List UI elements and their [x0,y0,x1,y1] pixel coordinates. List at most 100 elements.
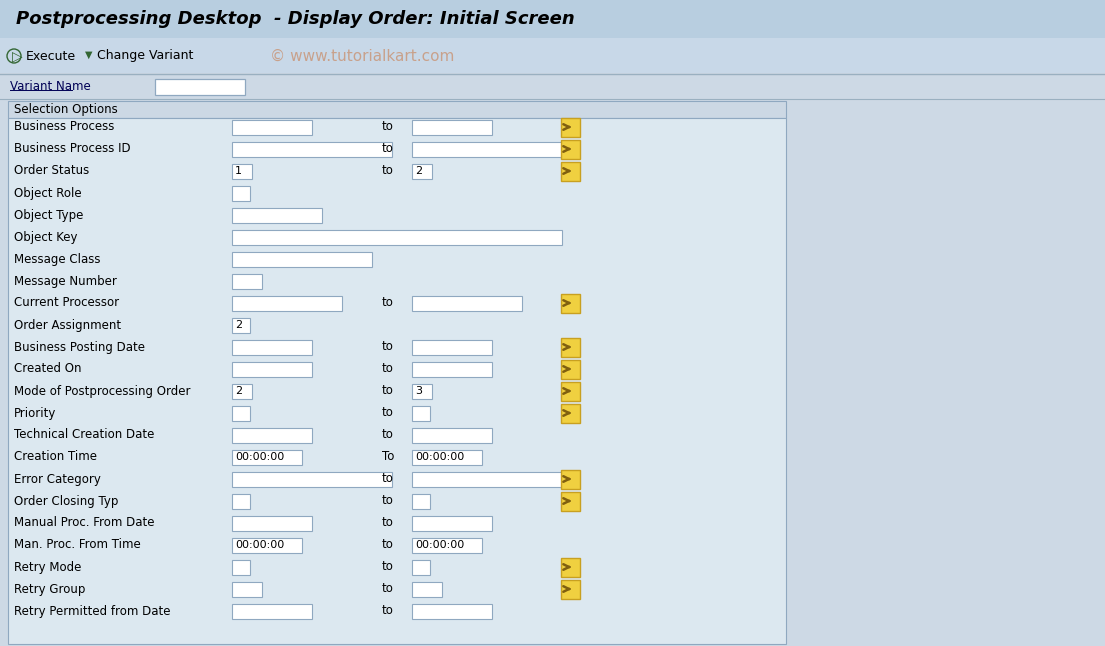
FancyBboxPatch shape [8,101,786,118]
FancyBboxPatch shape [232,273,262,289]
FancyBboxPatch shape [412,603,492,618]
Text: To: To [382,450,394,463]
FancyBboxPatch shape [412,450,482,464]
Text: Business Posting Date: Business Posting Date [14,340,145,353]
FancyBboxPatch shape [232,406,250,421]
FancyBboxPatch shape [232,207,322,222]
FancyBboxPatch shape [155,79,245,95]
FancyBboxPatch shape [560,382,579,401]
FancyBboxPatch shape [232,603,312,618]
FancyBboxPatch shape [232,516,312,530]
Text: 1: 1 [235,166,242,176]
FancyBboxPatch shape [8,118,786,644]
FancyBboxPatch shape [560,360,579,379]
Text: Order Status: Order Status [14,165,90,178]
FancyBboxPatch shape [232,295,343,311]
Text: Variant Name: Variant Name [10,79,91,92]
Text: to: to [382,428,393,441]
Text: 2: 2 [415,166,422,176]
Text: Retry Mode: Retry Mode [14,561,82,574]
Text: Retry Permitted from Date: Retry Permitted from Date [14,605,170,618]
FancyBboxPatch shape [560,140,579,158]
FancyBboxPatch shape [412,494,430,508]
Text: ▼: ▼ [85,50,93,60]
FancyBboxPatch shape [412,406,430,421]
Text: to: to [382,362,393,375]
FancyBboxPatch shape [232,384,252,399]
FancyBboxPatch shape [232,163,252,178]
Text: Order Assignment: Order Assignment [14,318,122,331]
Text: Priority: Priority [14,406,56,419]
Text: Order Closing Typ: Order Closing Typ [14,494,118,508]
Text: Object Key: Object Key [14,231,77,244]
Text: Technical Creation Date: Technical Creation Date [14,428,155,441]
FancyBboxPatch shape [560,337,579,357]
FancyBboxPatch shape [232,362,312,377]
FancyBboxPatch shape [412,362,492,377]
Text: 3: 3 [415,386,422,396]
Text: Creation Time: Creation Time [14,450,97,463]
Text: 00:00:00: 00:00:00 [415,452,464,462]
Text: Message Number: Message Number [14,275,117,287]
Text: Change Variant: Change Variant [97,50,193,63]
FancyBboxPatch shape [232,559,250,574]
FancyBboxPatch shape [412,516,492,530]
Text: to: to [382,406,393,419]
Text: to: to [382,583,393,596]
FancyBboxPatch shape [232,581,262,596]
Text: to: to [382,605,393,618]
Text: Man. Proc. From Time: Man. Proc. From Time [14,539,140,552]
FancyBboxPatch shape [560,118,579,136]
Text: to: to [382,517,393,530]
Text: to: to [382,121,393,134]
FancyBboxPatch shape [0,38,1105,73]
Text: © www.tutorialkart.com: © www.tutorialkart.com [270,48,454,63]
FancyBboxPatch shape [412,581,442,596]
FancyBboxPatch shape [232,251,372,267]
Text: Manual Proc. From Date: Manual Proc. From Date [14,517,155,530]
FancyBboxPatch shape [232,141,392,156]
FancyBboxPatch shape [0,74,1105,98]
FancyBboxPatch shape [232,340,312,355]
FancyBboxPatch shape [412,559,430,574]
Text: 2: 2 [235,320,242,330]
FancyBboxPatch shape [560,579,579,598]
Text: Current Processor: Current Processor [14,297,119,309]
FancyBboxPatch shape [232,317,250,333]
FancyBboxPatch shape [412,384,432,399]
FancyBboxPatch shape [412,428,492,443]
Text: Error Category: Error Category [14,472,101,486]
Text: Postprocessing Desktop  - Display Order: Initial Screen: Postprocessing Desktop - Display Order: … [15,10,575,28]
FancyBboxPatch shape [232,472,392,486]
FancyBboxPatch shape [232,494,250,508]
FancyBboxPatch shape [412,163,432,178]
FancyBboxPatch shape [232,229,562,244]
Text: Retry Group: Retry Group [14,583,85,596]
FancyBboxPatch shape [560,293,579,313]
Text: Mode of Postprocessing Order: Mode of Postprocessing Order [14,384,190,397]
FancyBboxPatch shape [560,404,579,422]
FancyBboxPatch shape [412,141,572,156]
Text: 00:00:00: 00:00:00 [415,540,464,550]
FancyBboxPatch shape [0,0,1105,38]
Text: to: to [382,472,393,486]
Text: Created On: Created On [14,362,82,375]
FancyBboxPatch shape [560,557,579,576]
Text: to: to [382,297,393,309]
Text: to: to [382,384,393,397]
FancyBboxPatch shape [232,450,302,464]
Text: Business Process ID: Business Process ID [14,143,130,156]
FancyBboxPatch shape [412,120,492,134]
Text: Selection Options: Selection Options [14,103,118,116]
Text: Execute: Execute [27,50,76,63]
Text: to: to [382,561,393,574]
FancyBboxPatch shape [560,162,579,180]
Text: Message Class: Message Class [14,253,101,266]
FancyBboxPatch shape [560,470,579,488]
FancyBboxPatch shape [232,428,312,443]
FancyBboxPatch shape [232,185,250,200]
Text: to: to [382,494,393,508]
Text: 00:00:00: 00:00:00 [235,540,284,550]
Text: 2: 2 [235,386,242,396]
Text: Business Process: Business Process [14,121,115,134]
